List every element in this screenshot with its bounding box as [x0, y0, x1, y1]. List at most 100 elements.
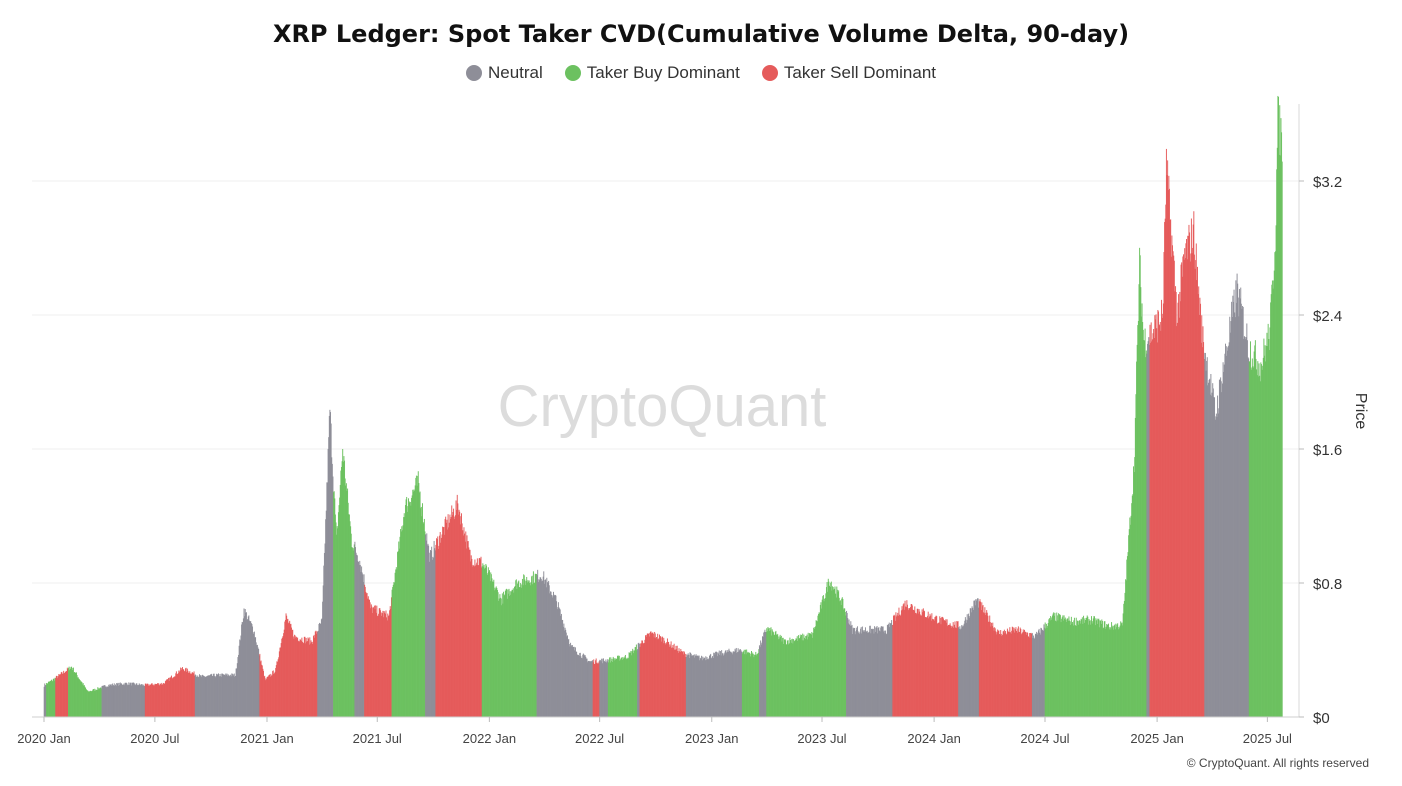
price-bar — [1079, 620, 1081, 717]
price-bar — [1234, 317, 1236, 717]
price-bar — [990, 626, 992, 717]
price-bar — [358, 562, 360, 717]
price-bar — [364, 584, 366, 717]
price-bar — [1183, 254, 1184, 717]
legend-item-taker-sell[interactable]: Taker Sell Dominant — [761, 63, 936, 83]
price-bar — [1149, 324, 1151, 717]
price-bar — [378, 613, 380, 717]
price-bar — [596, 663, 598, 717]
price-bar — [755, 655, 757, 717]
price-bar — [1016, 632, 1018, 717]
price-bar — [868, 632, 869, 717]
price-bar — [645, 636, 647, 717]
price-bar — [1115, 627, 1117, 717]
price-bar — [541, 581, 543, 717]
price-bar — [291, 629, 293, 717]
price-bar — [1050, 617, 1052, 717]
price-bar — [590, 660, 592, 717]
price-bar — [808, 636, 810, 717]
price-bar — [1057, 620, 1059, 717]
price-bar — [1196, 280, 1198, 717]
price-bar — [1049, 620, 1051, 717]
price-bar — [391, 589, 393, 717]
x-tick-label: 2021 Jan — [240, 731, 294, 746]
price-bar — [1114, 629, 1116, 717]
price-bar — [570, 642, 572, 717]
price-bar — [1014, 632, 1016, 717]
price-bar — [187, 670, 189, 717]
price-bar — [1150, 322, 1152, 717]
price-bar — [685, 657, 687, 717]
price-bar — [80, 681, 82, 717]
price-bar — [369, 599, 370, 717]
price-bar — [253, 631, 255, 717]
price-bar — [905, 606, 907, 717]
price-bar — [166, 679, 168, 717]
price-bar — [782, 637, 784, 717]
price-bar — [964, 617, 966, 717]
price-bar — [327, 448, 329, 717]
price-bar — [955, 628, 957, 717]
price-bar — [825, 593, 827, 717]
price-bar — [171, 675, 172, 717]
price-bar — [183, 669, 185, 717]
price-bar — [223, 674, 225, 717]
price-bar — [1153, 328, 1155, 717]
price-bar — [576, 654, 578, 717]
x-tick-label: 2022 Jan — [463, 731, 517, 746]
copyright-text: © CryptoQuant. All rights reserved — [1186, 756, 1369, 770]
price-bar — [258, 655, 260, 717]
price-bar — [143, 685, 144, 717]
price-bar — [1249, 361, 1251, 717]
price-bar — [833, 589, 835, 717]
price-bar — [411, 497, 413, 717]
price-bar — [1067, 618, 1069, 717]
price-bar — [1183, 259, 1185, 717]
legend-item-taker-buy[interactable]: Taker Buy Dominant — [564, 63, 740, 83]
price-bar — [994, 628, 996, 717]
price-bar — [1081, 619, 1083, 717]
price-bar — [260, 660, 262, 717]
price-bar — [758, 649, 760, 717]
price-bar — [465, 548, 467, 717]
price-bar — [1259, 375, 1261, 717]
price-bar — [561, 619, 563, 717]
price-bar — [738, 651, 740, 717]
price-bar — [626, 658, 628, 717]
price-bar — [225, 673, 227, 717]
price-bar — [1192, 247, 1194, 717]
price-bar — [517, 583, 519, 717]
price-bar — [996, 632, 998, 717]
price-bar — [157, 684, 159, 717]
price-bar — [1026, 634, 1028, 717]
price-bar — [404, 505, 406, 717]
price-bar — [1144, 340, 1145, 717]
price-bar — [804, 637, 805, 717]
price-bar — [262, 668, 264, 717]
price-bar — [1047, 623, 1049, 717]
price-bar — [380, 612, 382, 717]
price-bar — [169, 677, 171, 717]
price-bar — [199, 675, 201, 717]
price-bar — [519, 587, 521, 717]
price-bar — [345, 485, 347, 717]
price-bar — [868, 631, 870, 717]
price-bar — [950, 625, 952, 717]
price-bar — [400, 529, 402, 717]
price-bar — [316, 633, 317, 717]
price-bar — [428, 545, 430, 717]
price-bar — [292, 629, 294, 717]
price-bar — [556, 609, 558, 717]
legend-item-neutral[interactable]: Neutral — [465, 63, 543, 83]
price-bar — [461, 523, 463, 717]
price-bar — [936, 616, 938, 717]
price-bar — [750, 653, 752, 717]
price-bar — [732, 651, 734, 717]
price-bar — [704, 657, 706, 717]
price-bar — [367, 598, 369, 717]
price-bar — [927, 615, 929, 717]
price-bar — [610, 657, 612, 717]
price-bar — [146, 683, 148, 717]
price-bar — [194, 675, 196, 717]
price-bar — [362, 582, 364, 717]
